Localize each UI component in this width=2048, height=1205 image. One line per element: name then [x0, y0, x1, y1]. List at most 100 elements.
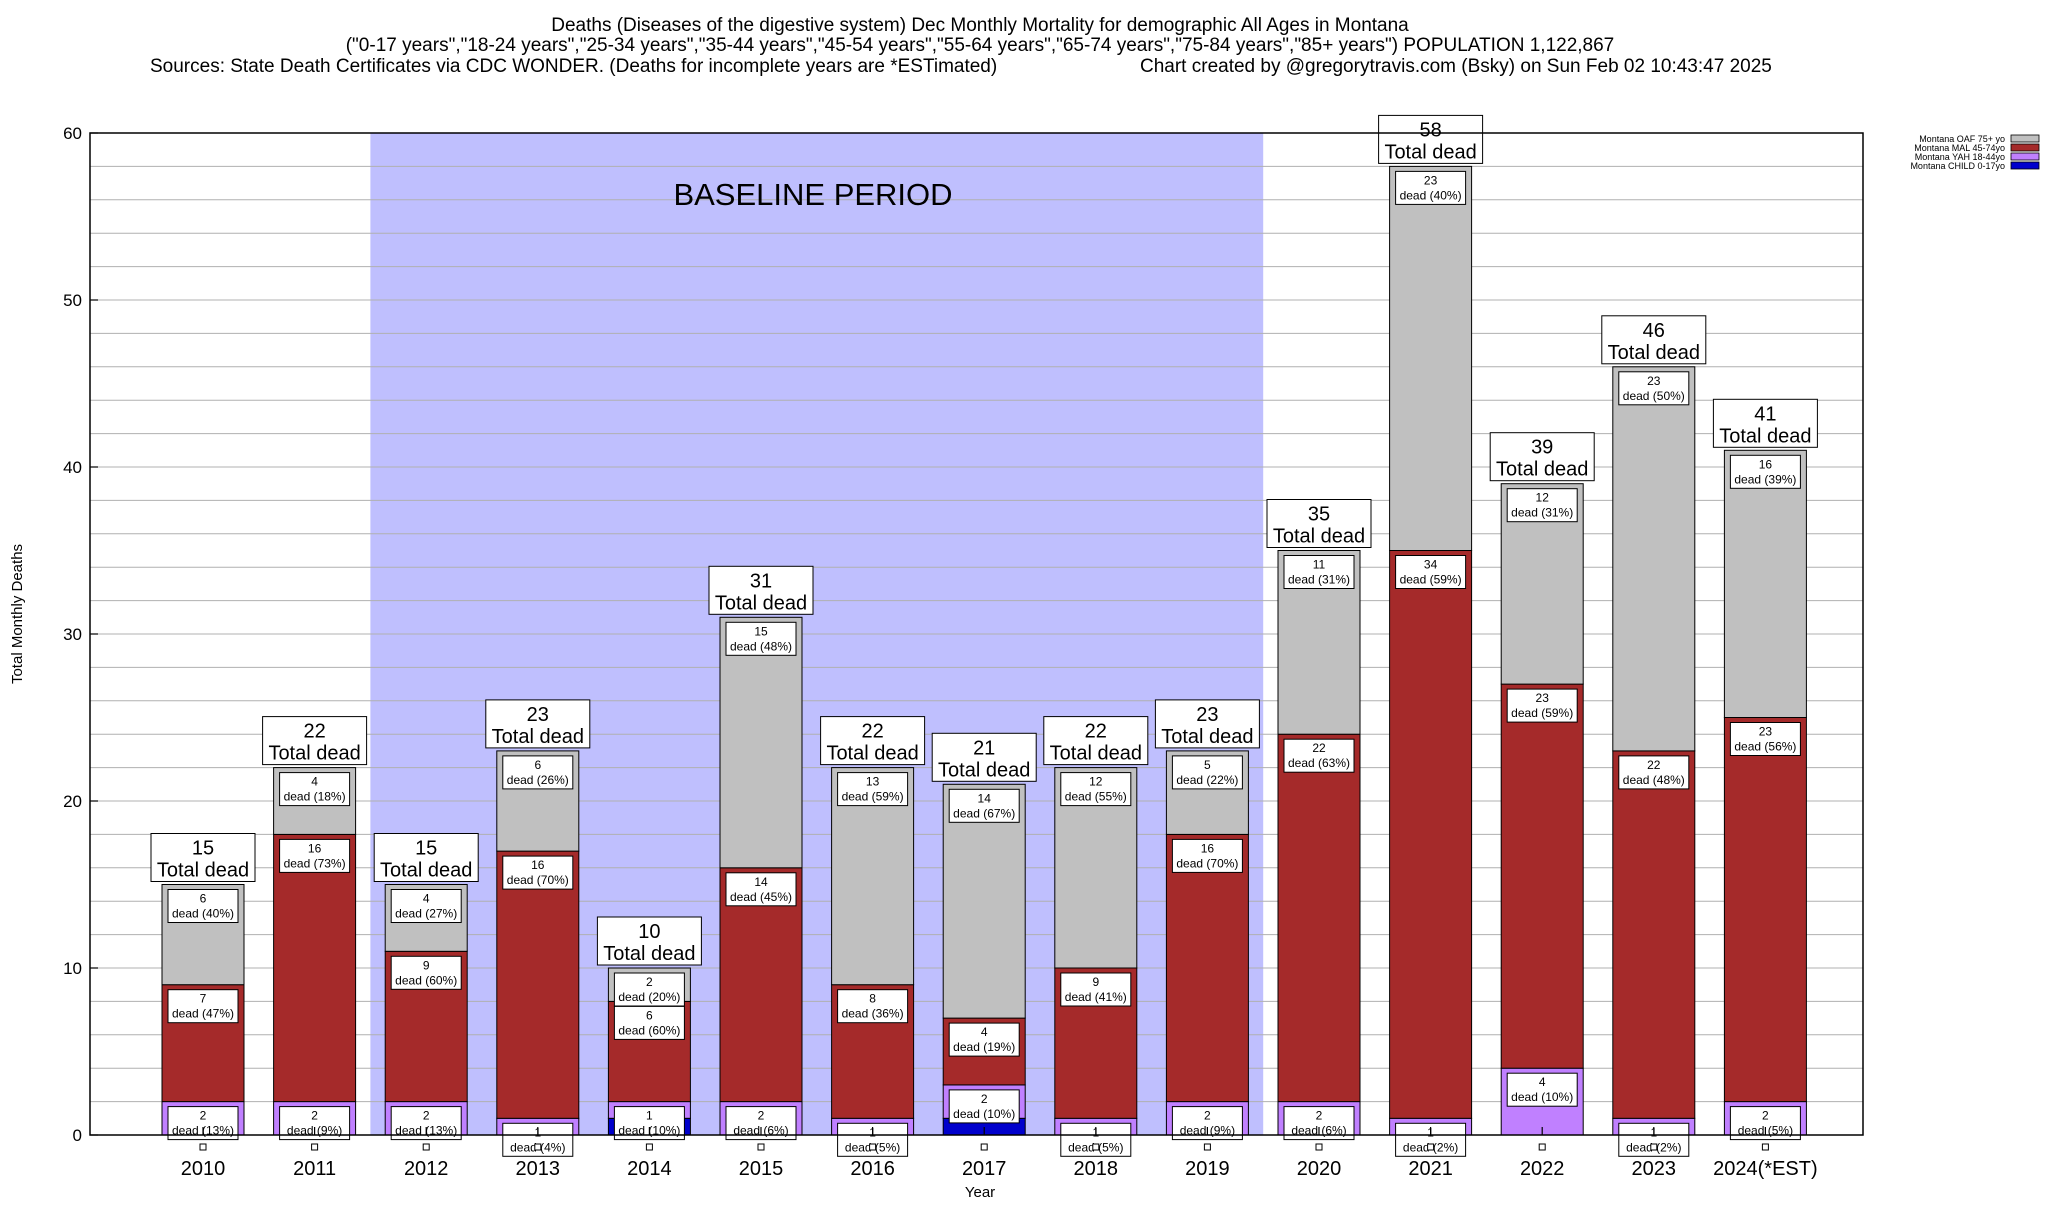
data-label-oaf-share: dead (20%): [618, 990, 680, 1004]
total-value: 41: [1754, 403, 1776, 425]
total-caption: Total dead: [380, 860, 472, 882]
data-label-yah-share: dead (10%): [1511, 1090, 1573, 1104]
data-label-mal-share: dead (56%): [1734, 740, 1796, 754]
data-label-mal-share: dead (19%): [953, 1040, 1015, 1054]
data-label-mal-box: [1171, 838, 1243, 873]
x-tick-label: 2010: [181, 1158, 226, 1180]
data-label-mal-box: [837, 989, 909, 1024]
data-label-mal-share: dead (60%): [395, 973, 457, 987]
legend-swatch: [2010, 161, 2040, 170]
category-marker: [1650, 1143, 1658, 1151]
data-label-mal-share: dead (36%): [842, 1007, 904, 1021]
data-label-oaf-count: 6: [200, 892, 207, 906]
bar-oaf: [1389, 165, 1473, 551]
legend-swatch: [2010, 152, 2040, 161]
bar-mal: [1723, 717, 1807, 1103]
total-value: 22: [303, 721, 325, 743]
data-label-mal-count: 8: [869, 992, 876, 1006]
total-caption: Total dead: [157, 860, 249, 882]
data-label-oaf-count: 16: [1759, 457, 1773, 471]
data-label-mal-count: 34: [1424, 558, 1438, 572]
data-label-yah-count: 2: [981, 1092, 988, 1106]
data-label-mal-share: dead (60%): [618, 1023, 680, 1037]
total-value: 22: [861, 721, 883, 743]
bar-mal: [719, 867, 803, 1103]
data-label-oaf-count: 4: [311, 775, 318, 789]
data-label-oaf-box: [1060, 772, 1132, 807]
category-marker: [869, 1143, 877, 1151]
total-caption: Total dead: [1496, 459, 1588, 481]
data-label-mal-box: [167, 989, 239, 1024]
data-label-yah-count: 4: [1539, 1075, 1546, 1089]
data-label-oaf-count: 2: [646, 975, 653, 989]
bar-mal: [1500, 683, 1584, 1069]
bar-mal: [1277, 733, 1361, 1103]
data-label-oaf-share: dead (55%): [1065, 790, 1127, 804]
data-label-oaf-share: dead (31%): [1511, 506, 1573, 520]
data-label-oaf-box: [837, 772, 909, 807]
chart-sources: Sources: State Death Certificates via CD…: [150, 56, 997, 77]
x-tick-label: 2020: [1297, 1158, 1342, 1180]
chart-title: Deaths (Diseases of the digestive system…: [551, 15, 1409, 36]
x-tick-label: 2021: [1408, 1158, 1453, 1180]
total-label-box: [262, 716, 368, 766]
y-tick-label: 10: [63, 959, 82, 978]
data-label-oaf-share: dead (31%): [1288, 573, 1350, 587]
data-label-mal-share: dead (47%): [172, 1007, 234, 1021]
data-label-oaf-count: 23: [1647, 374, 1661, 388]
category-marker: [1538, 1143, 1546, 1151]
data-label-mal-share: dead (59%): [1511, 706, 1573, 720]
data-label-yah-box: [390, 1106, 462, 1141]
data-label-mal-box: [390, 955, 462, 990]
data-label-mal-count: 6: [646, 1008, 653, 1022]
total-caption: Total dead: [492, 726, 584, 748]
x-tick-label: 2013: [516, 1158, 561, 1180]
bar-oaf: [942, 783, 1026, 1019]
data-label-mal-box: [279, 838, 351, 873]
category-marker: [422, 1143, 430, 1151]
data-label-yah-count: 2: [311, 1109, 318, 1123]
total-caption: Total dead: [826, 743, 918, 765]
x-tick-label: 2022: [1520, 1158, 1565, 1180]
data-label-oaf-box: [1506, 488, 1578, 523]
x-tick-label: 2017: [962, 1158, 1007, 1180]
data-label-oaf-box: [1618, 371, 1690, 406]
data-label-mal-count: 23: [1536, 691, 1550, 705]
data-label-oaf-count: 15: [754, 624, 768, 638]
total-label-box: [596, 916, 702, 966]
category-marker: [645, 1143, 653, 1151]
x-tick-label: 2015: [739, 1158, 784, 1180]
data-label-oaf-box: [1171, 755, 1243, 790]
bar-mal: [1612, 750, 1696, 1119]
data-label-mal-count: 9: [1092, 975, 1099, 989]
data-label-oaf-share: dead (22%): [1176, 773, 1238, 787]
y-tick-label: 0: [73, 1126, 82, 1145]
y-axis-label: Total Monthly Deaths: [9, 544, 26, 684]
total-value: 23: [1196, 704, 1218, 726]
data-label-mal-share: dead (70%): [507, 873, 569, 887]
data-label-oaf-count: 23: [1424, 173, 1438, 187]
data-label-oaf-count: 13: [866, 775, 880, 789]
total-value: 35: [1308, 504, 1330, 526]
total-label-box: [1712, 398, 1818, 448]
total-value: 31: [750, 570, 772, 592]
data-label-oaf-count: 14: [978, 791, 992, 805]
data-label-yah-count: 2: [1316, 1109, 1323, 1123]
total-label-box: [1043, 716, 1149, 766]
data-label-mal-count: 4: [981, 1025, 988, 1039]
